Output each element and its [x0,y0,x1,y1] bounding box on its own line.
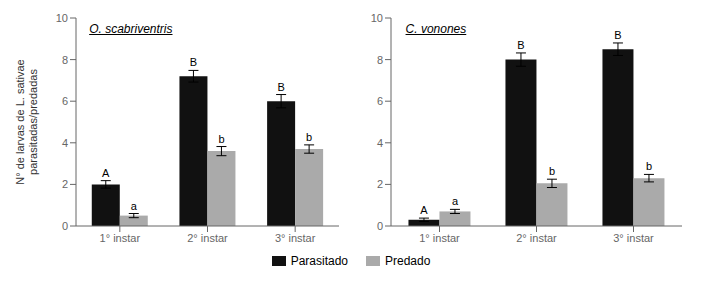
svg-text:10: 10 [56,12,68,24]
html-text:O. scabriventris: O. scabriventris [89,22,173,36]
svg-text:2° instar: 2° instar [516,232,557,244]
html-text:Predado: Predado [385,254,431,268]
svg-text:A: A [102,167,110,179]
svg-text:0: 0 [62,220,68,232]
svg-text:b: b [218,133,224,145]
svg-text:0: 0 [377,220,383,232]
svg-text:b: b [646,160,652,172]
svg-text:8: 8 [62,54,68,66]
html-text:C. vonones: C. vonones [405,22,467,36]
svg-text:2: 2 [377,178,383,190]
html-text:Parasitado: Parasitado [290,254,348,268]
svg-text:b: b [306,131,312,143]
svg-text:4: 4 [377,137,383,149]
svg-text:1° instar: 1° instar [100,232,141,244]
svg-text:b: b [549,165,555,177]
svg-text:3° instar: 3° instar [613,232,654,244]
svg-text:B: B [517,39,524,51]
svg-text:3° instar: 3° instar [275,232,316,244]
svg-text:B: B [614,29,621,41]
svg-text:6: 6 [62,95,68,107]
svg-text:B: B [277,81,284,93]
svg-text:4: 4 [62,137,68,149]
svg-text:10: 10 [371,12,383,24]
svg-text:6: 6 [377,95,383,107]
svg-text:2: 2 [62,178,68,190]
svg-text:2° instar: 2° instar [187,232,228,244]
svg-text:B: B [190,56,197,68]
svg-text:N° de larvas de L. sativaepara: N° de larvas de L. sativaeparasitadas/pr… [14,59,39,184]
svg-text:a: a [131,200,138,212]
svg-text:a: a [452,195,459,207]
svg-text:8: 8 [377,54,383,66]
svg-text:1° instar: 1° instar [419,232,460,244]
svg-text:A: A [420,204,428,216]
